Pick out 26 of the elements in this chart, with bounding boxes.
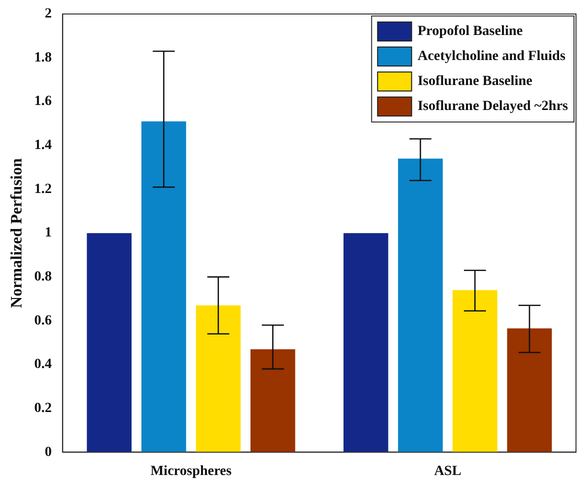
y-tick-label: 2 — [44, 6, 52, 22]
x-tick-label: Microspheres — [150, 464, 232, 480]
legend-label: Acetylcholine and Fluids — [418, 49, 566, 64]
y-tick-label: 0.8 — [34, 270, 52, 285]
x-tick-label: ASL — [434, 464, 462, 480]
bar — [141, 121, 186, 452]
y-tick-label: 1.2 — [34, 182, 52, 197]
y-axis-title: Normalized Perfusion — [8, 158, 26, 308]
bar — [250, 349, 296, 452]
legend-label: Propofol Baseline — [418, 24, 523, 40]
bar — [344, 233, 388, 452]
y-tick-label: 0.4 — [34, 357, 52, 372]
bar — [452, 290, 498, 452]
bar — [196, 305, 241, 452]
y-tick-label: 0 — [44, 444, 52, 460]
legend-label: Isoflurane Delayed ~2hrs — [418, 99, 569, 114]
y-tick-label: 0.2 — [34, 400, 52, 416]
y-tick-label: 1.4 — [34, 138, 52, 154]
y-tick-label: 1.8 — [34, 50, 52, 66]
y-tick-label: 1.6 — [34, 94, 52, 110]
y-tick-label: 0.6 — [34, 313, 52, 328]
bar — [398, 158, 443, 452]
bar — [507, 328, 552, 452]
bar — [86, 233, 132, 452]
y-tick-label: 1 — [44, 226, 52, 241]
legend-label: Isoflurane Baseline — [418, 74, 532, 90]
